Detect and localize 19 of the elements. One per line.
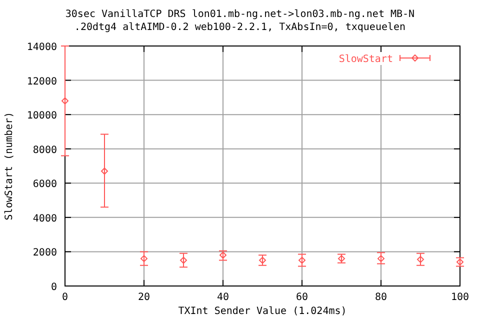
y-tick-label: 10000	[26, 110, 57, 122]
x-tick-label: 20	[138, 292, 150, 303]
x-tick-label: 0	[62, 292, 68, 303]
y-tick-label: 4000	[32, 213, 57, 224]
y-tick-label: 8000	[32, 144, 57, 156]
y-tick-label: 12000	[26, 76, 57, 88]
chart-title: 30sec VanillaTCP DRS lon01.mb-ng.net->lon03.mb-ng.net MB-N	[65, 9, 415, 20]
x-axis-title: TXInt Sender Value (1.024ms)	[178, 306, 347, 317]
x-tick-label: 80	[374, 292, 388, 303]
y-tick-label: 2000	[32, 248, 57, 259]
chart-subtitle: .20dtg4 altAIMD-0.2 web100-2.2.1, TxAbsIn=0, txqueuelen	[74, 22, 406, 33]
legend-label: SlowStart	[338, 54, 393, 65]
y-axis-title: SlowStart (number)	[4, 112, 15, 220]
y-tick-label: 0	[50, 282, 57, 293]
y-tick-label: 6000	[32, 179, 57, 190]
x-tick-label: 100	[450, 292, 470, 303]
x-tick-label: 40	[216, 292, 230, 303]
x-tick-label: 60	[296, 292, 308, 303]
y-tick-label: 14000	[26, 42, 57, 53]
